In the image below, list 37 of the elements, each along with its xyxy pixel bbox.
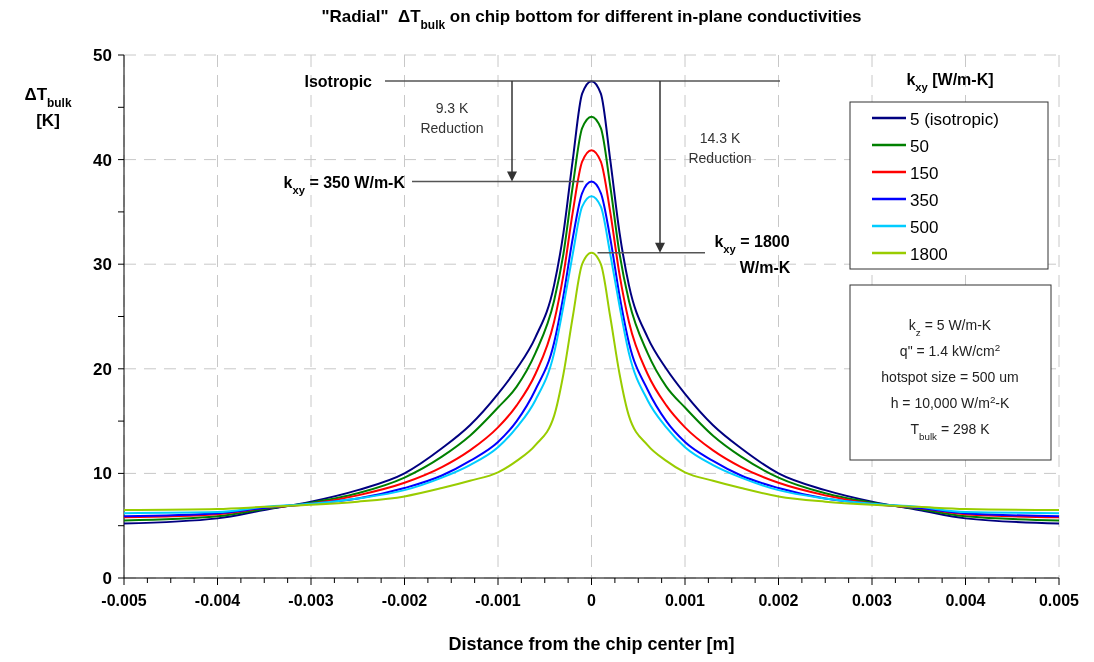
y-tick-label: 40: [93, 150, 112, 170]
annotation: h = 10,000 W/m$^{2}$-K: [890, 393, 1010, 411]
annotation: k$_{xy}$ = 350 W/m-K: [283, 173, 406, 196]
legend-label: 150: [910, 164, 939, 183]
legend-label: 350: [910, 191, 939, 210]
x-tick-label: 0.005: [1038, 592, 1080, 609]
legend-label: 500: [910, 218, 939, 237]
x-tick-label: 0.004: [945, 592, 986, 609]
annotation: k$_{xy}$ = 1800 W/m-K: [714, 232, 791, 276]
y-tick-label: 20: [93, 359, 112, 379]
chart-title: "Radial" ΔT$_{bulk}$ on chip bottom for different in-plane conductivities: [321, 7, 862, 32]
x-tick-label: 0.001: [664, 592, 706, 609]
y-axis-title: ΔT$_{bulk}$ [K]: [24, 85, 72, 130]
legend-label: 50: [910, 137, 929, 156]
x-tick-label: -0.005: [101, 592, 147, 609]
legend-label: 1800: [910, 245, 948, 264]
x-tick-label: 0.003: [851, 592, 893, 609]
x-tick-label: -0.003: [288, 592, 334, 609]
legend-label: 5 (isotropic): [910, 110, 999, 129]
x-tick-label: -0.004: [194, 592, 241, 609]
annotation: k$_{z}$ = 5 W/m-K: [908, 317, 992, 338]
x-tick-label: -0.001: [475, 592, 521, 609]
y-tick-label: 10: [93, 464, 112, 484]
y-tick-label: 30: [93, 255, 112, 275]
y-tick-label: 0: [102, 569, 112, 588]
annotation: 14.3 K Reduction: [688, 130, 752, 166]
annotation: T$_{bulk}$ = 298 K: [910, 421, 991, 442]
x-tick-label: -0.002: [381, 592, 428, 609]
x-axis-title: Distance from the chip center [m]: [448, 634, 735, 654]
annotation: Isotropic: [304, 73, 373, 90]
x-tick-label: 0.002: [758, 592, 799, 609]
annotation: q" = 1.4 kW/cm$^{2}$: [899, 341, 1001, 359]
y-tick-label: 50: [93, 46, 112, 65]
legend-title: k$_{xy}$ [W/m-K]: [906, 71, 994, 93]
x-tick-label: 0: [587, 592, 597, 609]
annotation: 9.3 K Reduction: [420, 100, 484, 136]
annotation: hotspot size = 500 um: [881, 369, 1019, 385]
